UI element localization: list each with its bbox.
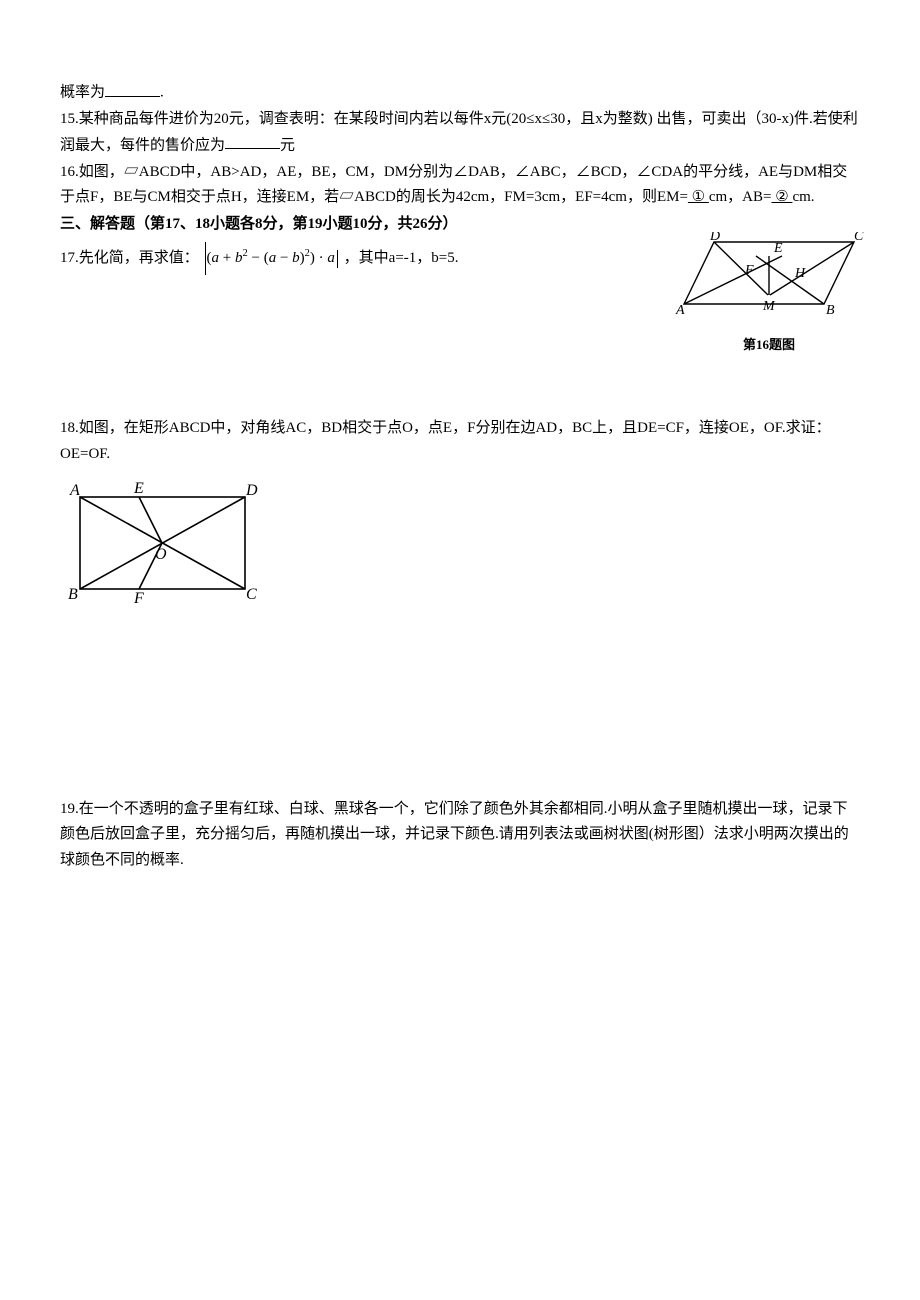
q15-text: 15.某种商品每件进价为20元，调查表明：在某段时间内若以每件x元(20≤x≤3… (60, 111, 858, 153)
gap-18-19 (60, 637, 860, 797)
q18-svg: A E D B F C O (60, 479, 265, 609)
label-M: M (762, 299, 776, 314)
q14-prefix: 概率为 (60, 85, 105, 101)
q14-line: 概率为. (60, 80, 860, 106)
q17-formula: (a + b2 − (a − b)2) · a (205, 242, 338, 275)
label-E: E (773, 241, 783, 256)
label-A: A (675, 303, 685, 318)
q16-figure: D C A B E F H M 第16题图 (674, 232, 864, 356)
q16-caption: 第16题图 (674, 334, 864, 356)
q17-prefix: 17.先化简，再求值： (60, 250, 199, 266)
q16-svg: D C A B E F H M (674, 232, 864, 322)
label18-A: A (69, 482, 80, 499)
q14-suffix: . (160, 85, 164, 101)
q18-line: 18.如图，在矩形ABCD中，对角线AC，BD相交于点O，点E，F分别在边AD，… (60, 416, 860, 467)
q16-blank2: ② (771, 189, 792, 205)
label18-B: B (68, 586, 78, 603)
q18-text: 18.如图，在矩形ABCD中，对角线AC，BD相交于点O，点E，F分别在边AD，… (60, 420, 831, 462)
label18-C: C (246, 586, 257, 603)
q19-line: 19.在一个不透明的盒子里有红球、白球、黑球各一个，它们除了颜色外其余都相同.小… (60, 797, 860, 874)
q17-suffix: ，其中a=-1，b=5. (344, 250, 459, 266)
label-D: D (709, 232, 720, 244)
q16-line: 16.如图，▱ABCD中，AB>AD，AE，BE，CM，DM分别为∠DAB，∠A… (60, 160, 860, 211)
label18-D: D (245, 482, 258, 499)
label18-O: O (155, 546, 167, 563)
q16-end: cm. (792, 189, 814, 205)
label18-F: F (133, 590, 144, 607)
label-B: B (826, 303, 835, 318)
label-C: C (854, 232, 864, 244)
label-H: H (794, 266, 806, 281)
q19-text: 19.在一个不透明的盒子里有红球、白球、黑球各一个，它们除了颜色外其余都相同.小… (60, 801, 849, 868)
page-content: 概率为. 15.某种商品每件进价为20元，调查表明：在某段时间内若以每件x元(2… (60, 80, 860, 873)
q15-line: 15.某种商品每件进价为20元，调查表明：在某段时间内若以每件x元(20≤x≤3… (60, 107, 860, 159)
q18-figure: A E D B F C O (60, 479, 860, 619)
label-F: F (744, 263, 754, 278)
label18-E: E (133, 480, 144, 497)
q15-suffix: 元 (280, 137, 295, 153)
q14-blank (105, 80, 160, 97)
q16-blank1: ① (688, 189, 709, 205)
q15-blank (225, 133, 280, 150)
q16-mid: cm，AB= (709, 189, 772, 205)
